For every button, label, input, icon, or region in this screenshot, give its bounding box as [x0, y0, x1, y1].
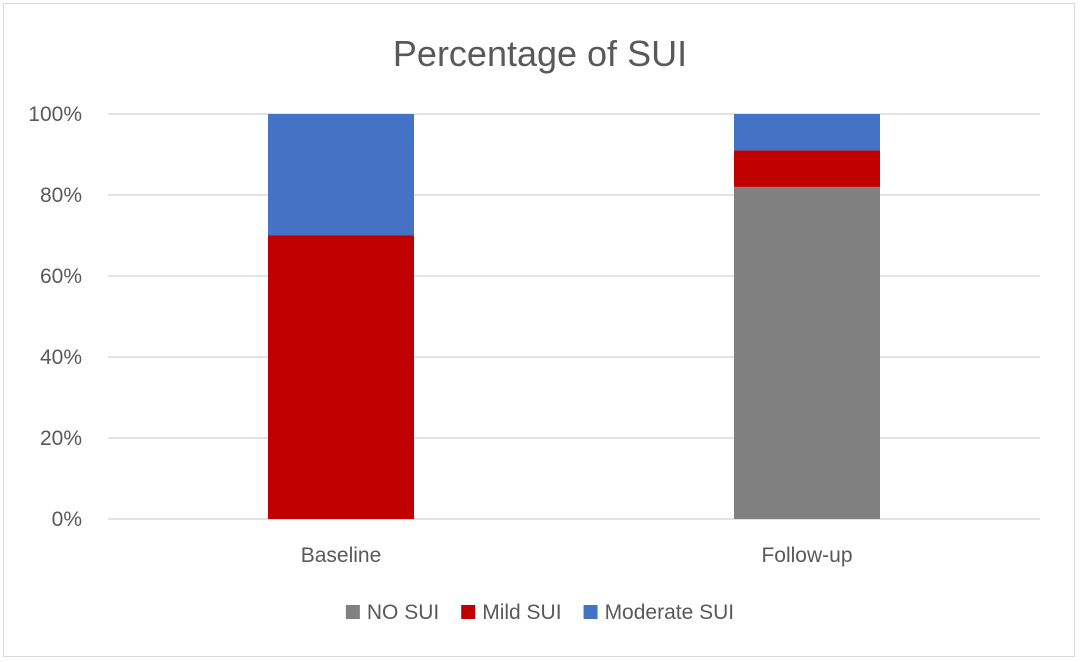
y-tick-label: 40% — [40, 346, 82, 369]
legend: NO SUI Mild SUI Moderate SUI — [345, 601, 735, 624]
bar-baseline-moderate-sui — [268, 114, 414, 236]
chart-frame — [3, 3, 1075, 657]
x-axis: Baseline Follow-up — [301, 544, 853, 567]
bar-follow-up-moderate-sui — [734, 114, 880, 151]
y-tick-label: 20% — [40, 427, 82, 450]
chart-title: Percentage of SUI — [393, 33, 687, 74]
legend-label: Moderate SUI — [605, 601, 735, 624]
legend-label: NO SUI — [367, 601, 439, 624]
bars — [268, 114, 880, 519]
legend-swatch — [583, 605, 598, 619]
legend-item: NO SUI — [345, 601, 439, 624]
legend-item: Mild SUI — [461, 601, 562, 624]
y-axis-ticks: 0% 20% 40% 60% 80% 100% — [28, 103, 82, 531]
y-tick-label: 80% — [40, 184, 82, 207]
y-tick-label: 100% — [28, 103, 82, 126]
x-tick-label: Follow-up — [761, 544, 852, 567]
legend-label: Mild SUI — [482, 601, 561, 624]
y-tick-label: 60% — [40, 265, 82, 288]
legend-swatch — [345, 605, 360, 619]
legend-item: Moderate SUI — [583, 601, 735, 624]
y-tick-label: 0% — [52, 508, 82, 531]
legend-swatch — [461, 605, 476, 619]
gridlines — [108, 113, 1040, 520]
bar-follow-up-no-sui — [734, 186, 880, 519]
bar-baseline-mild-sui — [268, 235, 414, 519]
x-tick-label: Baseline — [301, 544, 382, 567]
bar-follow-up-mild-sui — [734, 150, 880, 187]
